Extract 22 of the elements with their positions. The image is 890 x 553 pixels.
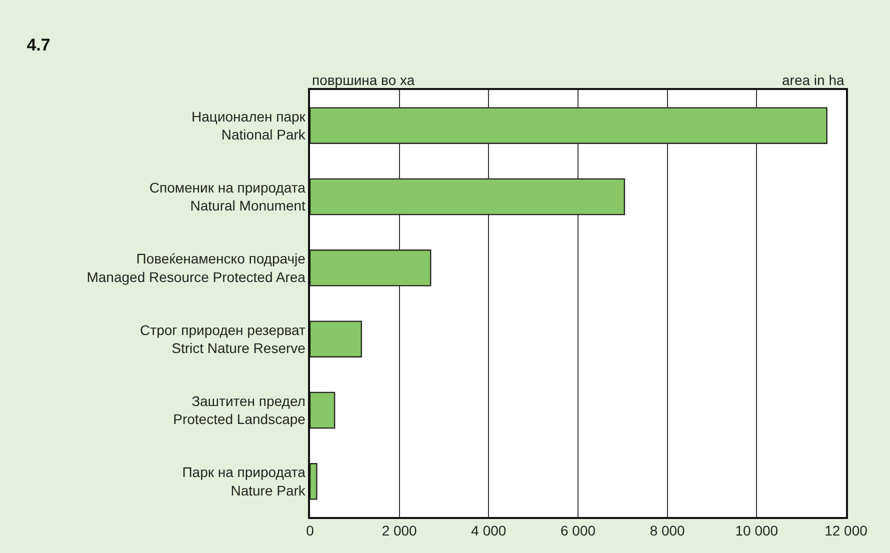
y-tick-label: Строг природен резерват Strict Nature Reserve <box>140 322 306 356</box>
bar <box>310 392 336 429</box>
y-tick-label: Национален парк National Park <box>192 108 306 143</box>
y-tick-label: Повеќенаменско подрачје Managed Resource Protected Area <box>86 250 306 285</box>
bar <box>310 107 828 144</box>
bar <box>310 178 626 216</box>
x-tick-label: 8 000 <box>650 522 686 539</box>
text: површина во ха <box>312 72 415 88</box>
y-tick-label: Споменик на природата Natural Monument <box>149 180 306 214</box>
y-tick-label: Парк на природата Nature Park <box>182 464 306 498</box>
bar <box>310 463 318 500</box>
x-tick-label: 0 <box>306 522 314 539</box>
bar <box>310 250 432 286</box>
x-tick-label: 12 000 <box>824 522 868 539</box>
text: area in ha <box>782 72 844 88</box>
x-tick-label: 10 000 <box>735 522 778 539</box>
bar <box>310 320 362 358</box>
y-tick-label: Заштитен предел Protected Landscape <box>173 393 306 428</box>
x-tick-label: 6 000 <box>560 522 596 539</box>
text: 4.7 <box>26 36 50 55</box>
x-tick-label: 2 000 <box>382 522 418 539</box>
x-tick-label: 4 000 <box>471 522 506 539</box>
